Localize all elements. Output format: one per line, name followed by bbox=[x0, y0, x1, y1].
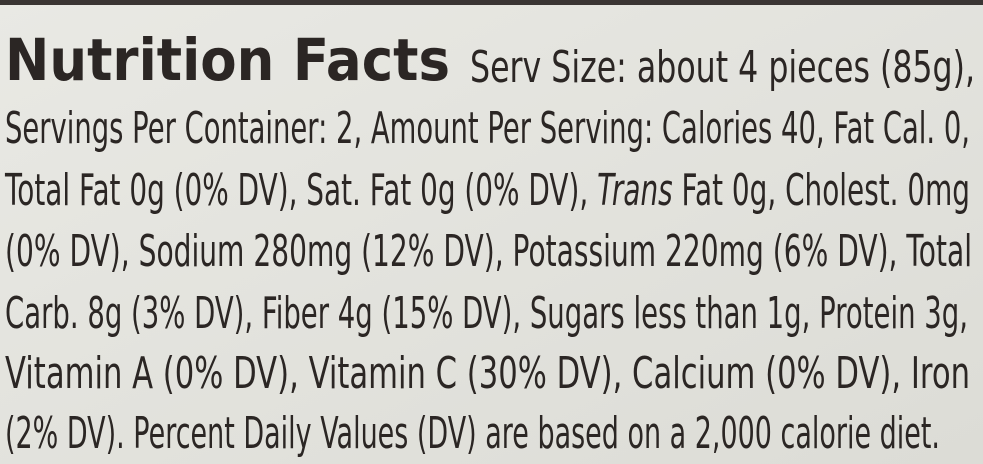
italic-segment: Trans bbox=[597, 165, 673, 216]
label-line: Servings Per Container: 2, Amount Per Se… bbox=[5, 103, 970, 154]
text-segment: Fat 0g, Cholest. 0mg bbox=[673, 165, 970, 216]
label-line: Vitamin A (0% DV), Vitamin C (30% DV), C… bbox=[5, 348, 970, 399]
text-segment: Total Fat 0g (0% DV), Sat. Fat 0g (0% DV… bbox=[4, 165, 597, 216]
label-line: Carb. 8g (3% DV), Fiber 4g (15% DV), Sug… bbox=[5, 288, 968, 339]
title: Nutrition Facts bbox=[5, 26, 450, 94]
label-line: (2% DV). Percent Daily Values (DV) are b… bbox=[5, 408, 940, 459]
label-line: (0% DV), Sodium 280mg (12% DV), Potassiu… bbox=[5, 226, 972, 277]
label-line: Total Fat 0g (0% DV), Sat. Fat 0g (0% DV… bbox=[4, 165, 970, 216]
label-line: Serv Size: about 4 pieces (85g), bbox=[470, 42, 975, 93]
top-edge bbox=[0, 0, 983, 5]
